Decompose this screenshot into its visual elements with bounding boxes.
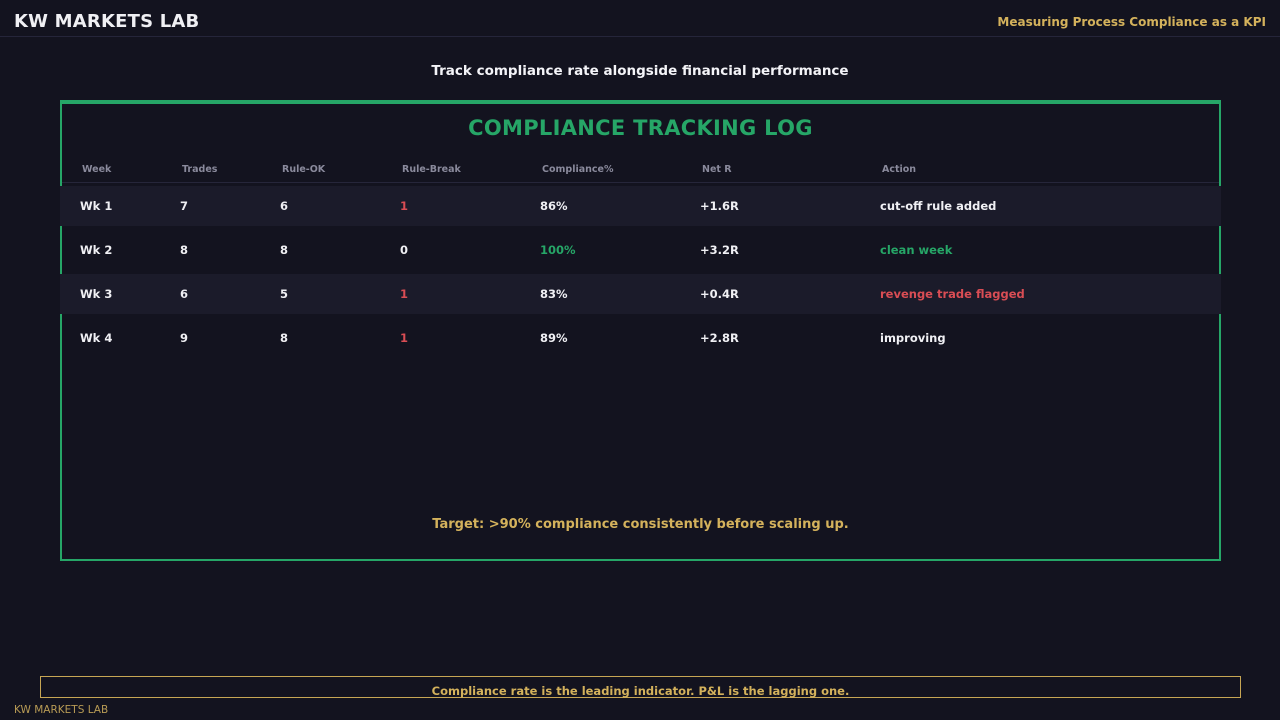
trades-cell: 6 xyxy=(180,287,189,301)
rule-ok-cell: 8 xyxy=(280,331,289,345)
column-header-trades: Trades xyxy=(182,164,218,175)
rule-break-cell: 1 xyxy=(400,331,409,345)
table-row: Wk 3 6 5 1 83% +0.4R revenge trade flagg… xyxy=(60,274,1221,314)
column-header-net-r: Net R xyxy=(702,164,732,175)
compliance-cell: 83% xyxy=(540,287,568,301)
rule-break-cell: 1 xyxy=(400,199,409,213)
net-r-cell: +3.2R xyxy=(700,243,739,257)
table-row: Wk 1 7 6 1 86% +1.6R cut-off rule added xyxy=(60,186,1221,226)
rule-ok-cell: 8 xyxy=(280,243,289,257)
column-header-week: Week xyxy=(82,164,112,175)
column-header-rule-break: Rule-Break xyxy=(402,164,461,175)
brand-logo-text: KW MARKETS LAB xyxy=(14,11,200,32)
subtitle: Track compliance rate alongside financia… xyxy=(431,63,849,79)
page-title: Measuring Process Compliance as a KPI xyxy=(997,15,1266,29)
trades-cell: 9 xyxy=(180,331,189,345)
footer-banner: Compliance rate is the leading indicator… xyxy=(40,676,1241,698)
panel-title: COMPLIANCE TRACKING LOG xyxy=(468,116,813,140)
column-header-rule-ok: Rule-OK xyxy=(282,164,326,175)
action-cell: revenge trade flagged xyxy=(880,287,1025,301)
compliance-cell: 86% xyxy=(540,199,568,213)
net-r-cell: +0.4R xyxy=(700,287,739,301)
table-row: Wk 2 8 8 0 100% +3.2R clean week xyxy=(60,230,1221,270)
week-cell: Wk 4 xyxy=(80,331,113,345)
table-header: Week Trades Rule-OK Rule-Break Complianc… xyxy=(62,163,1219,183)
footer-brand: KW MARKETS LAB xyxy=(14,704,109,716)
rule-ok-cell: 6 xyxy=(280,199,289,213)
week-cell: Wk 1 xyxy=(80,199,113,213)
table-row: Wk 4 9 8 1 89% +2.8R improving xyxy=(60,318,1221,358)
rule-ok-cell: 5 xyxy=(280,287,289,301)
week-cell: Wk 2 xyxy=(80,243,113,257)
compliance-cell: 89% xyxy=(540,331,568,345)
action-cell: cut-off rule added xyxy=(880,199,997,213)
target-note: Target: >90% compliance consistently bef… xyxy=(432,517,849,532)
action-cell: clean week xyxy=(880,243,953,257)
trades-cell: 8 xyxy=(180,243,189,257)
rule-break-cell: 1 xyxy=(400,287,409,301)
week-cell: Wk 3 xyxy=(80,287,113,301)
trades-cell: 7 xyxy=(180,199,189,213)
column-header-compliance: Compliance% xyxy=(542,164,614,175)
net-r-cell: +1.6R xyxy=(700,199,739,213)
compliance-cell: 100% xyxy=(540,243,576,257)
action-cell: improving xyxy=(880,331,946,345)
footer-note: Compliance rate is the leading indicator… xyxy=(431,684,850,698)
compliance-log-panel: COMPLIANCE TRACKING LOG Week Trades Rule… xyxy=(60,100,1221,561)
column-header-action: Action xyxy=(882,164,917,175)
net-r-cell: +2.8R xyxy=(700,331,739,345)
rule-break-cell: 0 xyxy=(400,243,409,257)
top-bar: KW MARKETS LAB Measuring Process Complia… xyxy=(0,0,1280,37)
